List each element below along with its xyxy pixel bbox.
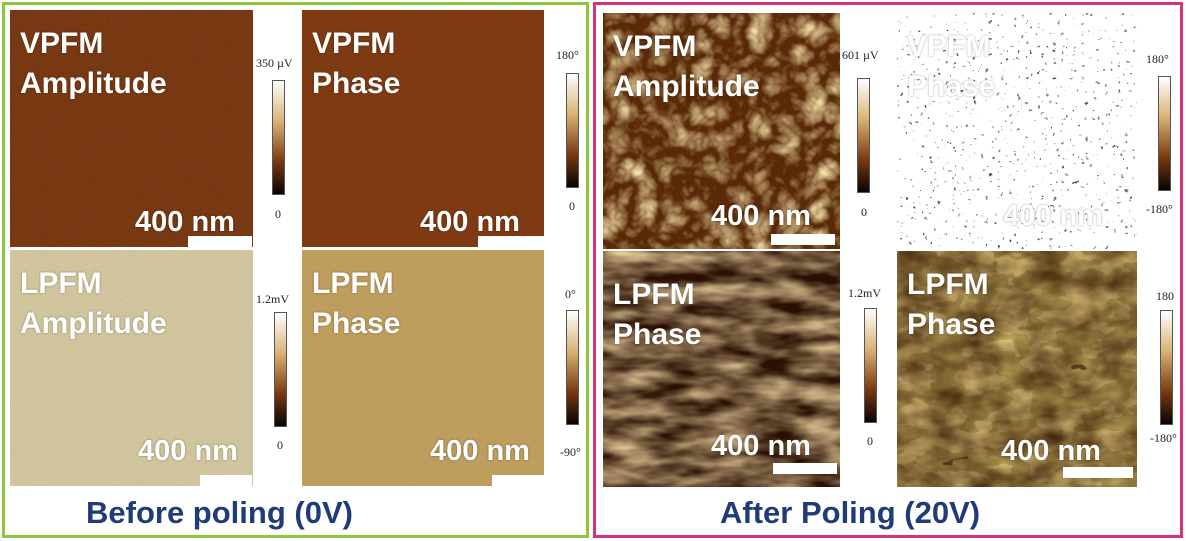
colorbar-max-label: 0°: [565, 287, 576, 301]
after-poling-caption: After Poling (20V): [720, 495, 981, 530]
panel-label: LPFM Phase: [312, 267, 401, 340]
colorbar: [274, 312, 287, 427]
colorbar-min-label: -90°: [560, 445, 581, 459]
scale-bar-label: 400 nm: [711, 200, 811, 232]
colorbar-min-label: 0: [275, 207, 281, 221]
colorbar: [272, 80, 285, 195]
colorbar-min-label: 0: [861, 205, 867, 219]
before-lpfm-phase-image: LPFM Phase 400 nm: [302, 250, 544, 486]
colorbar: [566, 73, 579, 188]
colorbar-max-label: 350 µV: [256, 56, 293, 70]
texture: [302, 250, 544, 486]
scale-bar: [200, 475, 252, 486]
colorbar-max-label: 601 µV: [842, 48, 879, 62]
colorbar: [1158, 76, 1171, 191]
scale-bar: [188, 236, 252, 247]
scale-bar: [478, 236, 544, 247]
colorbar-min-label: 0: [277, 438, 283, 452]
panel-label: VPFM Amplitude: [20, 27, 167, 100]
before-lpfm-amplitude-image: LPFM Amplitude 400 nm: [10, 250, 253, 486]
colorbar: [566, 310, 579, 425]
colorbar-min-label: -180°: [1146, 202, 1173, 216]
texture: [603, 13, 840, 249]
panel-label: VPFM Amplitude: [613, 30, 760, 103]
scale-bar: [1063, 467, 1133, 478]
texture: [897, 251, 1137, 487]
scale-bar-label: 400 nm: [430, 435, 530, 467]
after-lpfm-phase-image-1: LPFM Phase 400 nm: [603, 251, 840, 487]
panel-label: VPFM Phase: [312, 27, 401, 100]
scale-bar-label: 400 nm: [711, 430, 811, 462]
colorbar-max-label: 180: [1156, 289, 1174, 303]
scale-bar: [773, 463, 837, 474]
before-vpfm-amplitude-image: VPFM Amplitude 400 nm: [10, 10, 253, 247]
scale-bar-label: 400 nm: [1001, 435, 1101, 467]
after-poling-group: [593, 2, 1183, 538]
scale-bar-label: 400 nm: [420, 206, 520, 238]
colorbar-min-label: -180°: [1150, 431, 1177, 445]
colorbar-max-label: 180°: [1146, 52, 1169, 66]
colorbar: [1160, 310, 1173, 425]
texture: [10, 10, 253, 247]
scale-bar-label: 400 nm: [1003, 200, 1103, 232]
colorbar-max-label: 180°: [556, 48, 579, 62]
scale-bar: [492, 475, 544, 486]
scale-bar-label: 400 nm: [135, 206, 235, 238]
after-vpfm-amplitude-image: VPFM Amplitude 400 nm: [603, 13, 840, 249]
colorbar-max-label: 1.2mV: [848, 286, 881, 300]
before-poling-group: [2, 2, 589, 538]
texture: [10, 250, 253, 486]
panel-label: LPFM Phase: [907, 268, 996, 341]
colorbar-min-label: 0: [569, 199, 575, 213]
scale-bar-label: 400 nm: [138, 435, 238, 467]
scale-bar: [1063, 234, 1133, 245]
colorbar: [857, 78, 870, 193]
panel-label: LPFM Amplitude: [20, 267, 167, 340]
texture: [603, 251, 840, 487]
panel-label: LPFM Phase: [613, 278, 702, 351]
after-vpfm-phase-image: VPFM Phase 400 nm: [897, 13, 1137, 249]
colorbar-max-label: 1.2mV: [256, 292, 289, 306]
scale-bar: [771, 234, 835, 245]
panel-label: VPFM Phase: [907, 30, 996, 103]
before-poling-caption: Before poling (0V): [86, 495, 353, 530]
colorbar: [864, 308, 877, 423]
before-vpfm-phase-image: VPFM Phase 400 nm: [302, 10, 544, 247]
colorbar-min-label: 0: [867, 434, 873, 448]
texture: [897, 13, 1137, 249]
after-lpfm-phase-image-2: LPFM Phase 400 nm: [897, 251, 1137, 487]
texture: [302, 10, 544, 247]
